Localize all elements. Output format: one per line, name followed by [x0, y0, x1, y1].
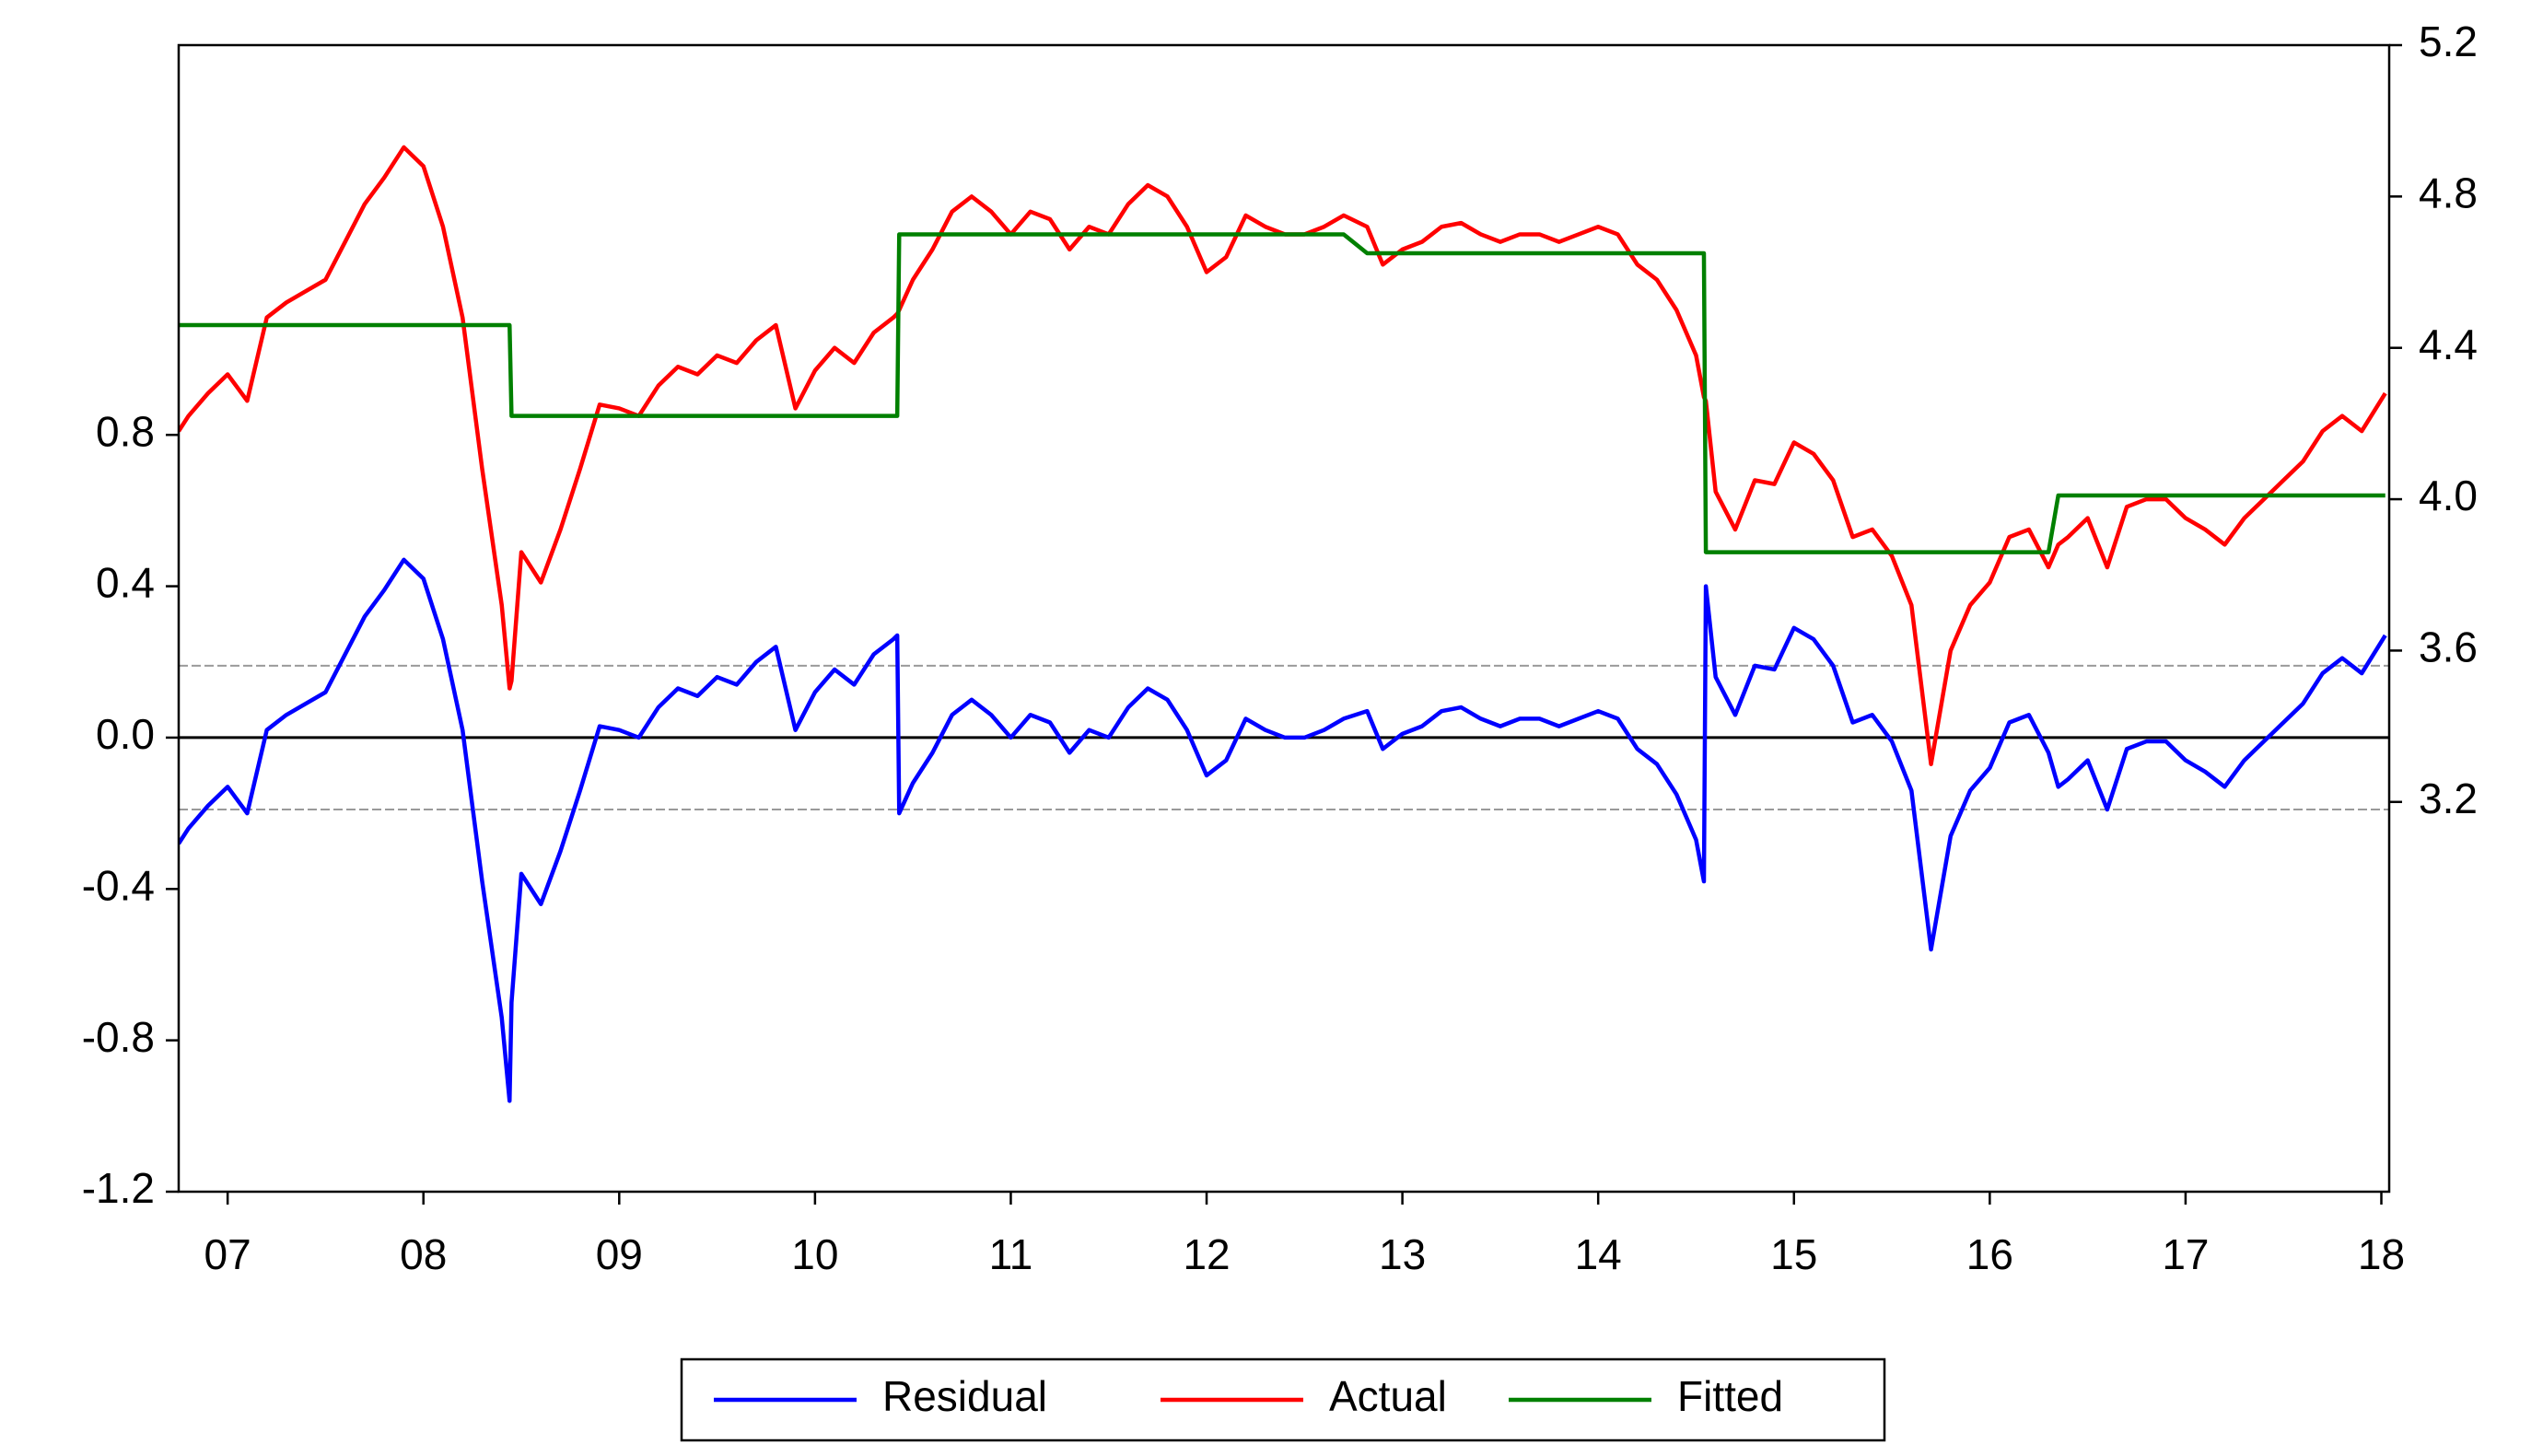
- legend-label: Actual: [1329, 1372, 1447, 1420]
- y2-tick-label: 3.2: [2419, 775, 2478, 822]
- x-tick-label: 09: [596, 1230, 643, 1278]
- legend-label: Residual: [882, 1372, 1047, 1420]
- series-line: [179, 145, 2387, 766]
- y-tick-label: -1.2: [82, 1164, 155, 1212]
- x-tick-label: 13: [1379, 1230, 1426, 1278]
- x-tick-label: 18: [2358, 1230, 2405, 1278]
- legend-label: Fitted: [1677, 1372, 1783, 1420]
- x-tick-label: 11: [989, 1230, 1033, 1278]
- x-tick-label: 15: [1770, 1230, 1817, 1278]
- x-tick-label: 12: [1183, 1230, 1230, 1278]
- y-tick-label: -0.4: [82, 861, 155, 909]
- y2-tick-label: 4.0: [2419, 472, 2478, 519]
- x-tick-label: 17: [2162, 1230, 2209, 1278]
- x-tick-label: 07: [204, 1230, 251, 1278]
- y-tick-label: 0.0: [96, 710, 155, 758]
- x-tick-label: 16: [1966, 1230, 2013, 1278]
- y-tick-label: 0.8: [96, 407, 155, 455]
- y2-tick-label: 4.4: [2419, 320, 2478, 368]
- plot-frame: [177, 43, 2391, 1194]
- plot-area: [179, 145, 2389, 1103]
- x-tick-label: 08: [400, 1230, 447, 1278]
- y2-tick-label: 3.6: [2419, 623, 2478, 671]
- y2-tick-label: 5.2: [2419, 17, 2478, 65]
- y2-tick-label: 4.8: [2419, 169, 2478, 217]
- y-tick-label: 0.4: [96, 559, 155, 607]
- y-tick-label: -0.8: [82, 1013, 155, 1061]
- series-line: [179, 232, 2386, 554]
- x-tick-label: 14: [1575, 1230, 1622, 1278]
- x-tick-label: 10: [791, 1230, 838, 1278]
- series-line: [179, 557, 2387, 1103]
